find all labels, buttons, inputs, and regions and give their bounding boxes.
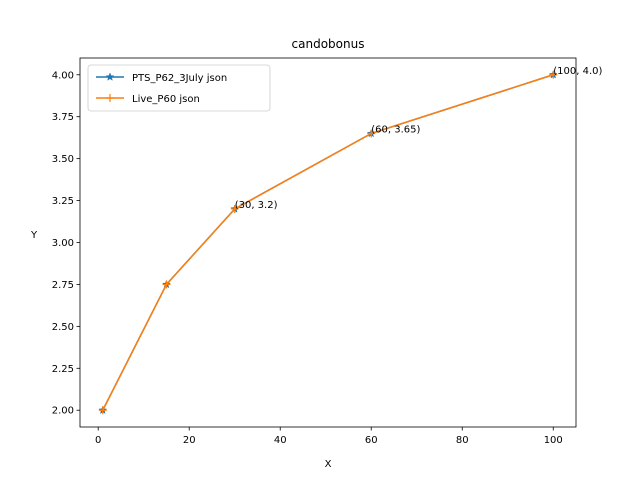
axes-frame — [79, 57, 577, 428]
y-tick-label: 2.50 — [52, 322, 74, 333]
y-tick-label: 2.00 — [52, 406, 74, 417]
x-tick-label: 20 — [183, 435, 196, 446]
y-tick-label: 4.00 — [52, 70, 74, 81]
chart-title: candobonus — [292, 37, 365, 51]
point-annotation: (30, 3.2) — [235, 200, 278, 211]
plot-area: 0 20 40 60 80 100 2.00 2.25 2.50 2.75 3.00 3.25 3.50… — [52, 57, 602, 446]
legend-box — [87, 64, 271, 112]
data-point-series-2 — [549, 70, 558, 79]
legend-marker-1 — [105, 72, 115, 81]
point-annotation: (60, 3.65) — [371, 124, 420, 135]
x-tick-label: 60 — [365, 435, 378, 446]
x-tick-label: 80 — [456, 435, 469, 446]
y-tick-label: 3.50 — [52, 154, 74, 165]
y-tick-label: 2.75 — [52, 280, 74, 291]
y-tick-label: 3.00 — [52, 238, 74, 249]
y-tick-label: 3.75 — [52, 112, 74, 123]
legend-label-1: PTS_P62_3July json — [132, 73, 227, 84]
x-tick-label: 40 — [274, 435, 287, 446]
data-point-series-2 — [98, 406, 107, 415]
y-tick-label: 3.25 — [52, 196, 74, 207]
y-tick-label: 2.25 — [52, 364, 74, 375]
x-tick-label: 0 — [95, 435, 101, 446]
x-tick-label: 100 — [544, 435, 563, 446]
data-point-series-2 — [230, 204, 239, 213]
legend-label-2: Live_P60 json — [132, 94, 200, 105]
legend-marker-2 — [106, 94, 114, 102]
data-point-series-2 — [367, 129, 376, 138]
point-annotation: (100, 4.0) — [553, 66, 602, 77]
data-point-series-2 — [162, 280, 171, 289]
x-axis-label: X — [325, 459, 332, 470]
y-axis-label: Y — [30, 230, 38, 241]
